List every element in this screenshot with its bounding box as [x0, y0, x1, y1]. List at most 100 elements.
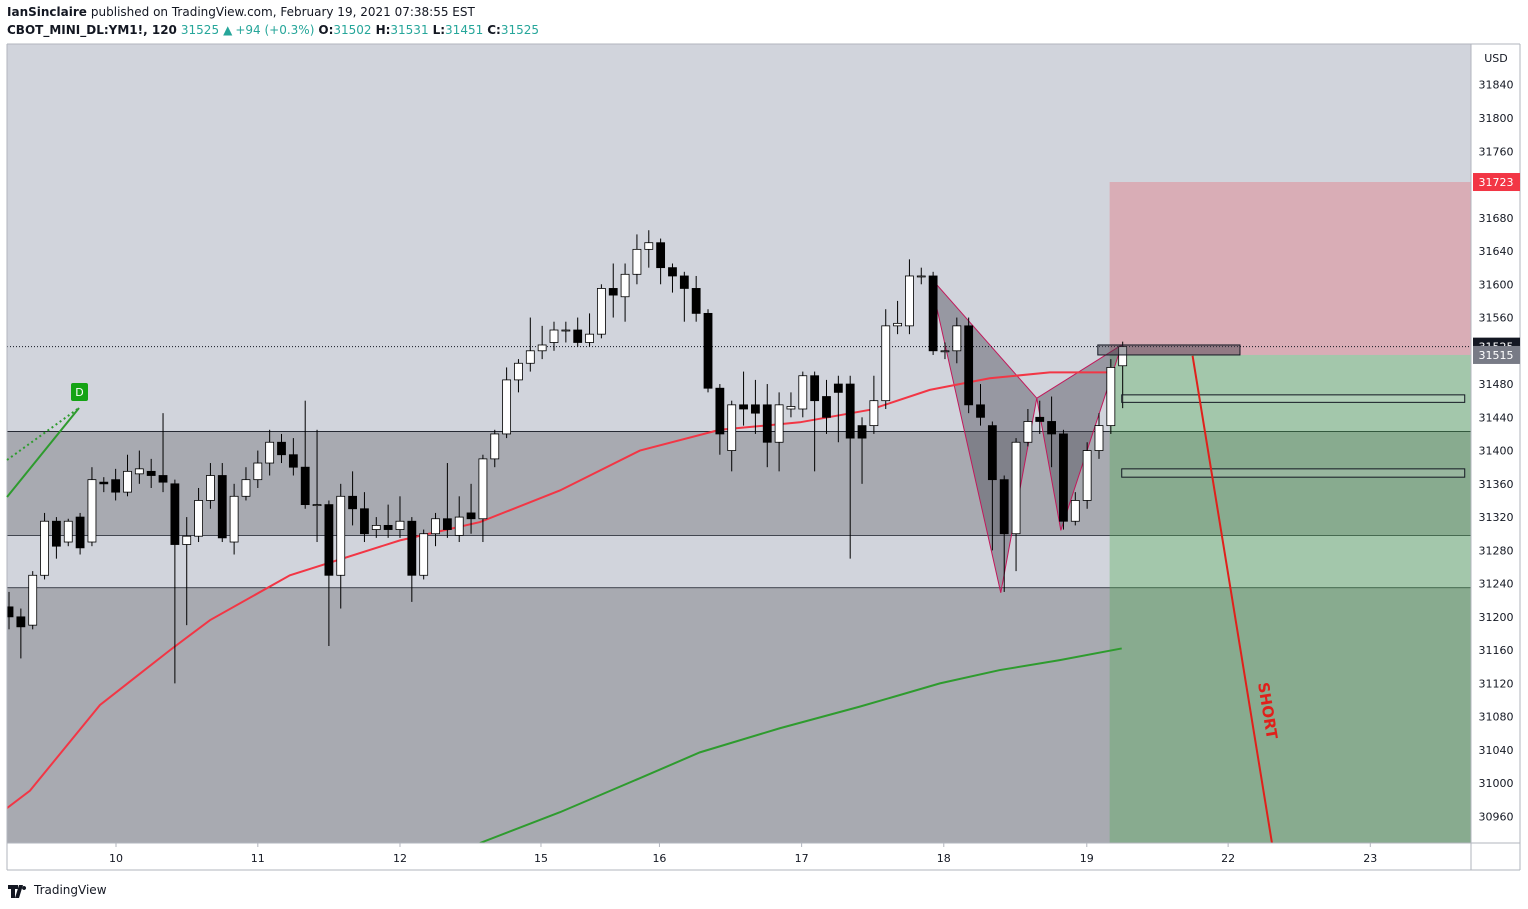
candle-up	[206, 475, 215, 501]
candle-up	[40, 520, 49, 576]
x-tick-label: 23	[1363, 852, 1377, 865]
candle-down	[668, 267, 677, 277]
candle-down	[16, 616, 26, 628]
candle-down	[75, 516, 85, 549]
marker-label: D	[75, 386, 83, 399]
candle-up	[371, 524, 381, 530]
candle-up	[632, 248, 642, 275]
candle-up	[1118, 346, 1128, 367]
footer: TradingView	[8, 883, 107, 898]
y-tick-label: 31840	[1479, 79, 1514, 92]
candle-down	[360, 508, 369, 535]
y-tick-label: 31080	[1479, 711, 1514, 724]
x-tick-label: 10	[109, 852, 123, 865]
candle-up	[419, 533, 429, 576]
ohlc-label: L:	[433, 23, 445, 37]
y-tick-label: 31120	[1479, 677, 1514, 690]
candle-up	[241, 479, 251, 497]
y-tick-label: 31040	[1479, 744, 1514, 757]
trend-line	[6, 407, 80, 498]
candle-down	[762, 404, 772, 443]
candle-down	[99, 481, 109, 485]
candle-down	[170, 483, 180, 545]
y-tick-label: 31000	[1479, 777, 1514, 790]
candle-up	[1070, 500, 1080, 522]
candle-up	[182, 535, 192, 545]
short-line	[1191, 355, 1273, 843]
candle-down	[715, 387, 725, 435]
candle-up	[312, 504, 322, 507]
candle-up	[478, 458, 488, 520]
moving-average	[479, 647, 1122, 843]
candle-up	[537, 344, 547, 352]
y-tick-label: 31160	[1479, 644, 1514, 657]
candle-down	[348, 495, 357, 510]
candle-up	[881, 325, 891, 402]
candle-down	[976, 404, 985, 418]
last-price: 31525	[181, 23, 219, 37]
y-tick-label: 31360	[1479, 478, 1514, 491]
zone-box	[1097, 344, 1241, 356]
candle-down	[928, 275, 938, 352]
ohlc-value: 31502	[333, 23, 371, 37]
candle-down	[52, 520, 61, 547]
x-tick-label: 15	[534, 852, 548, 865]
candle-up	[952, 325, 962, 352]
candle-up	[514, 362, 523, 381]
price-label: 31515	[1479, 349, 1514, 362]
candle-up	[28, 574, 38, 626]
price-label-box	[1473, 345, 1520, 364]
candle-down	[964, 325, 974, 406]
symbol-line: CBOT_MINI_DL:YM1!, 120 31525 ▲ +94 (+0.3%) O…	[7, 23, 539, 38]
candle-down	[833, 383, 843, 393]
arrow: ▲	[223, 23, 233, 37]
zone-box	[1121, 394, 1466, 403]
y-tick-label: 31480	[1479, 378, 1514, 391]
candle-up	[549, 329, 559, 343]
x-tick-label: 18	[937, 852, 951, 865]
candle-up	[1011, 441, 1021, 535]
y-tick-label: 31400	[1479, 445, 1514, 458]
symbol: CBOT_MINI_DL:YM1!, 120	[7, 23, 177, 38]
pattern-line	[929, 276, 1038, 399]
candle-down	[217, 475, 227, 539]
candle-up	[490, 433, 500, 460]
candle-up	[905, 275, 914, 327]
candle-up	[940, 350, 950, 353]
candle-down	[656, 242, 666, 269]
candle-up	[620, 273, 630, 298]
candle-up	[123, 470, 132, 493]
candle-down	[573, 329, 583, 343]
y-tick-label: 31600	[1479, 278, 1514, 291]
y-tick-label: 31280	[1479, 544, 1514, 557]
candle-up	[336, 495, 346, 576]
candle-up	[644, 242, 654, 250]
candle-up	[1106, 367, 1116, 427]
x-tick-label: 19	[1080, 852, 1094, 865]
y-tick-label: 31800	[1479, 112, 1514, 125]
candle-down	[857, 425, 867, 439]
ohlc-label: C:	[487, 23, 501, 37]
y-tick-label: 31640	[1479, 245, 1514, 258]
candle-up	[134, 468, 144, 475]
candle-up	[916, 275, 926, 278]
candle-down	[1035, 416, 1045, 422]
candle-up	[1023, 421, 1033, 443]
candle-down	[751, 404, 760, 414]
candle-up	[502, 379, 512, 435]
candle-down	[146, 470, 156, 476]
y-tick-label: 31240	[1479, 578, 1514, 591]
candle-up	[561, 329, 571, 332]
candle-up	[774, 404, 784, 443]
publisher: IanSinclaire	[7, 5, 87, 19]
candle-down	[7, 606, 14, 618]
candle-down	[277, 441, 286, 456]
candle-down	[288, 454, 298, 468]
candle-down	[845, 383, 855, 439]
candle-down	[703, 312, 713, 389]
candle-down	[999, 479, 1009, 535]
publish-line: IanSinclaire published on TradingView.com…	[7, 5, 475, 19]
candle-down	[1047, 421, 1056, 435]
zone	[7, 587, 1471, 843]
